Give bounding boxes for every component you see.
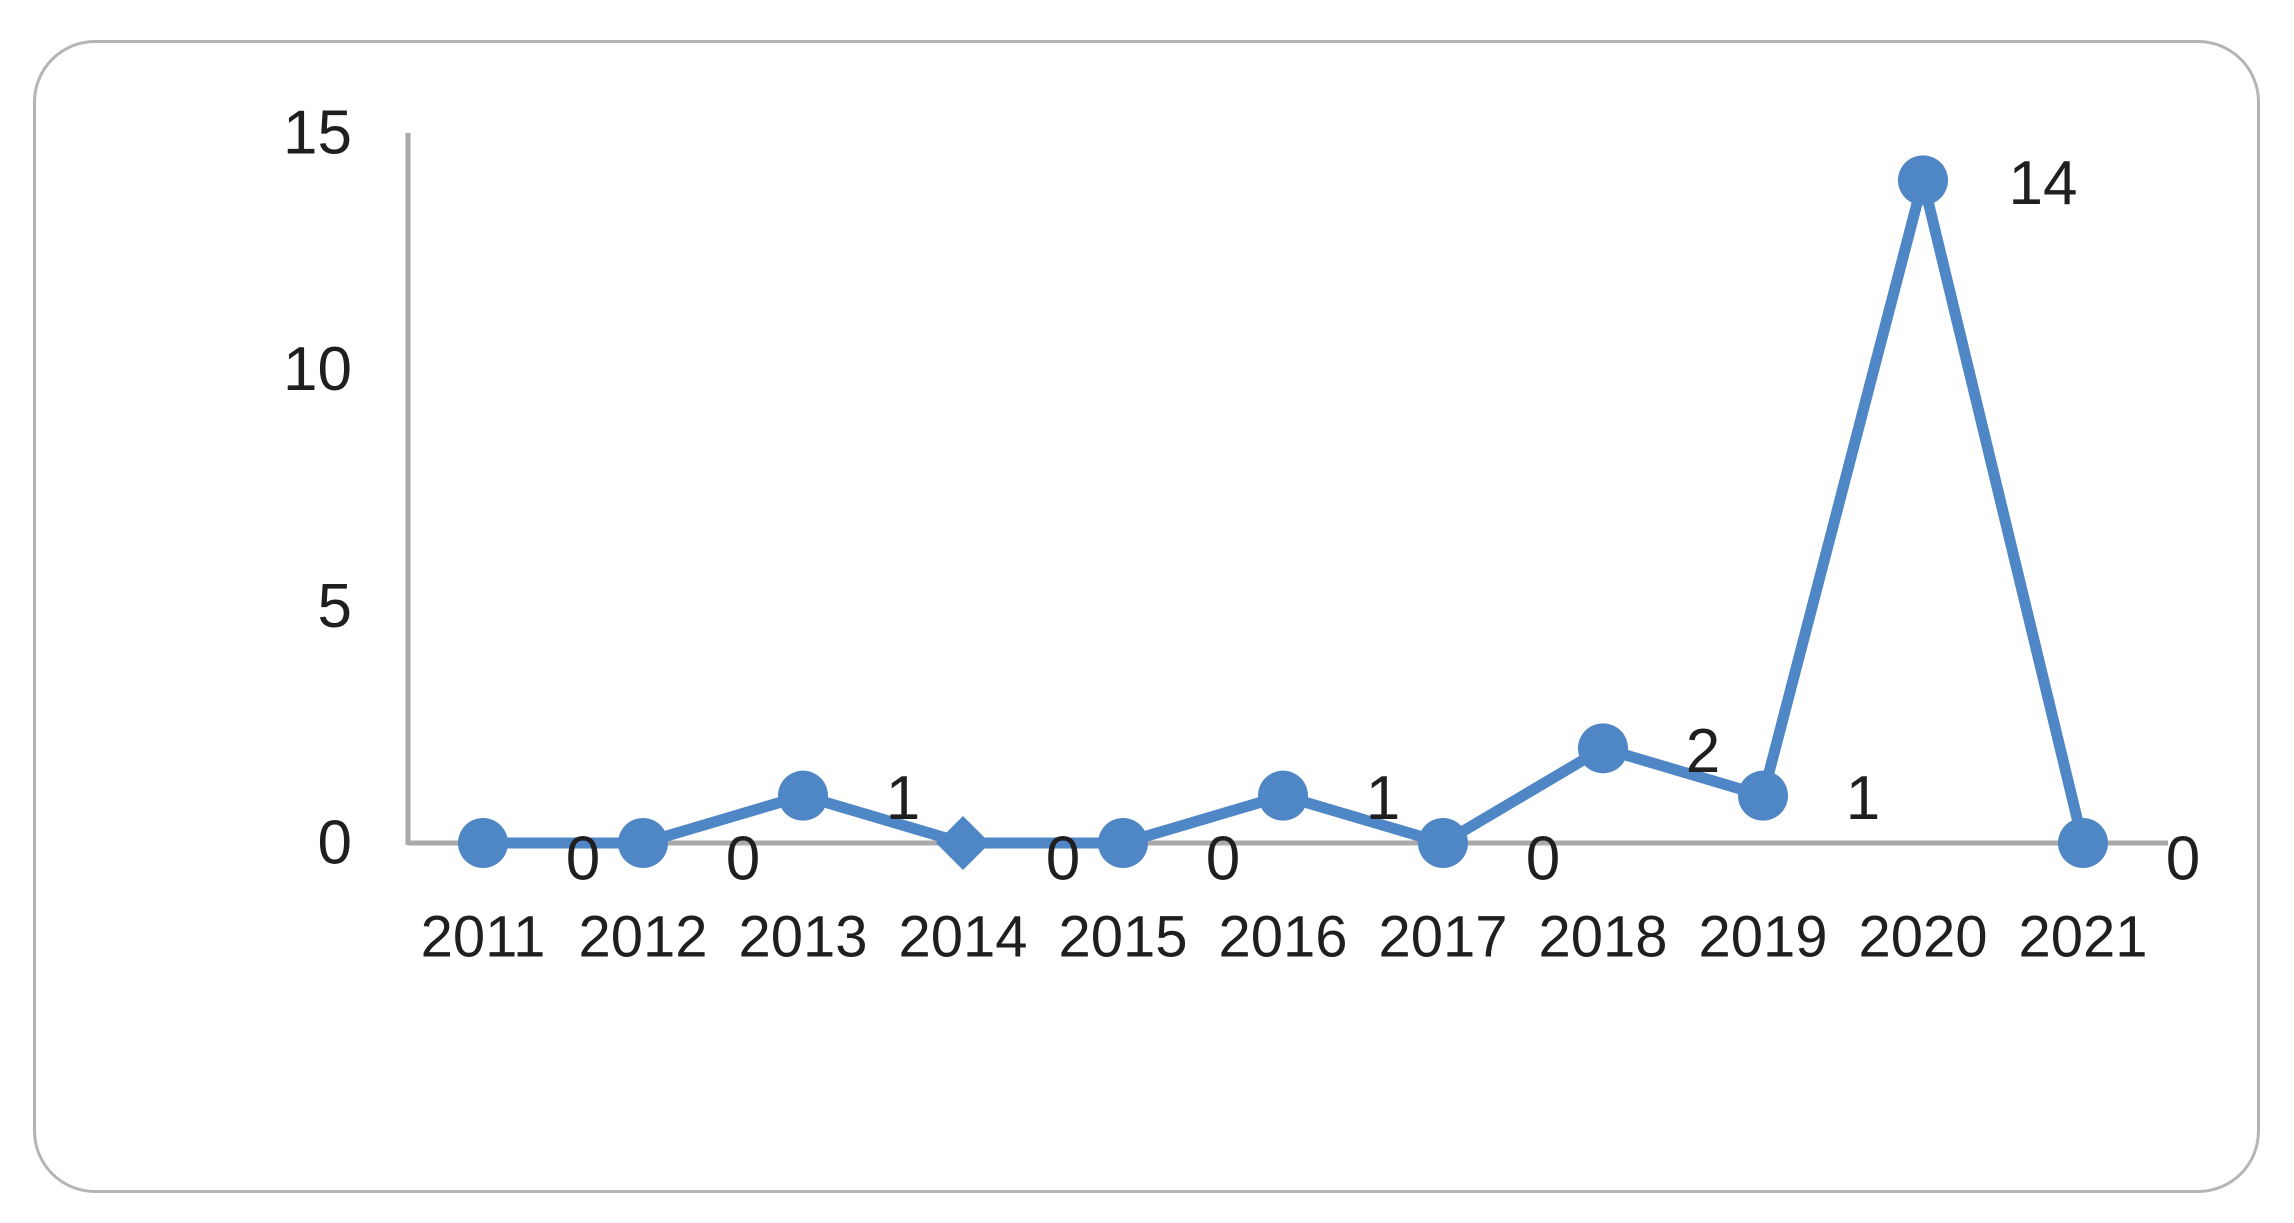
x-axis-category-label: 2021 xyxy=(2018,905,2147,970)
series-line xyxy=(477,174,2089,849)
data-label: 2 xyxy=(1686,717,1720,786)
series-layer xyxy=(458,155,2108,870)
data-point-marker xyxy=(458,818,508,868)
data-label: 0 xyxy=(2166,825,2200,894)
x-axis-category-label: 2011 xyxy=(421,905,546,970)
data-point-marker xyxy=(1258,770,1308,821)
x-axis-category-label: 2015 xyxy=(1058,905,1187,970)
x-axis-category-label: 2014 xyxy=(898,905,1027,970)
x-axis-category-label: 2012 xyxy=(578,905,707,970)
y-axis-tick-label: 0 xyxy=(318,809,352,878)
data-point-marker xyxy=(1738,770,1788,821)
data-label: 0 xyxy=(566,825,600,894)
data-label: 0 xyxy=(1046,825,1080,894)
x-axis-category-label: 2016 xyxy=(1218,905,1347,970)
chart-frame xyxy=(33,40,2260,1193)
data-label: 0 xyxy=(726,825,760,894)
y-axis-tick-label: 5 xyxy=(318,572,352,641)
x-axis-category-label: 2019 xyxy=(1698,905,1827,970)
labels-layer: 0 0 1 0 0 1 0 2 1 14 0 xyxy=(566,149,2200,894)
data-point-marker xyxy=(1898,155,1948,206)
data-point-marker-diamond xyxy=(936,816,990,870)
data-label: 1 xyxy=(886,764,920,833)
data-point-marker xyxy=(2058,818,2108,868)
y-axis-tick-label: 15 xyxy=(283,99,352,168)
y-axis-tick-label: 10 xyxy=(283,335,352,404)
data-label: 1 xyxy=(1366,764,1400,833)
data-label: 0 xyxy=(1526,825,1560,894)
data-point-marker xyxy=(618,818,668,868)
x-axis-category-label: 2013 xyxy=(738,905,867,970)
x-axis-category-label: 2018 xyxy=(1538,905,1667,970)
x-axis-category-label: 2020 xyxy=(1858,905,1987,970)
data-point-marker xyxy=(1098,818,1148,868)
data-point-marker xyxy=(1578,723,1628,774)
data-label: 0 xyxy=(1206,825,1240,894)
data-point-marker xyxy=(1418,818,1468,868)
data-label: 1 xyxy=(1846,764,1880,833)
data-label: 14 xyxy=(2009,149,2078,218)
x-axis-category-label: 2017 xyxy=(1378,905,1507,970)
data-point-marker xyxy=(778,770,828,821)
